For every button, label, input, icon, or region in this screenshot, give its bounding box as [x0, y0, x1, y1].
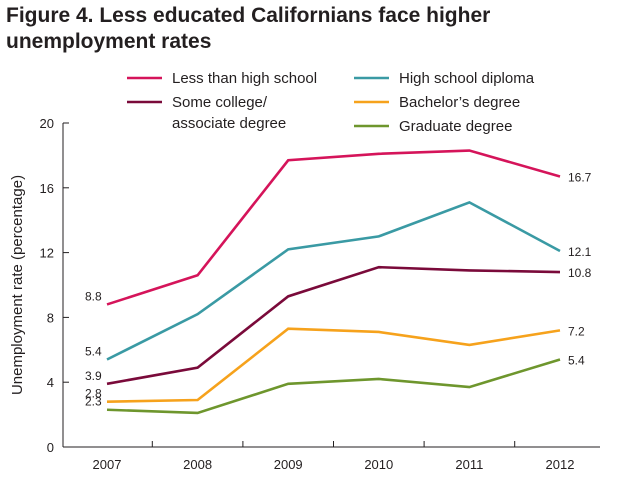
series-line-high-school-diploma — [106, 200, 561, 361]
chart-title: Figure 4. Less educated Californians fac… — [6, 3, 606, 55]
series-line-less-than-high-school — [106, 149, 561, 306]
legend-label-some-college-associate-degree: associate degree — [172, 115, 286, 132]
data-label-end-graduate-degree: 5.4 — [568, 354, 585, 368]
x-tick-label: 2008 — [183, 457, 212, 472]
data-label-start-graduate-degree: 2.3 — [85, 395, 102, 409]
y-tick-label: 20 — [40, 116, 54, 131]
x-tick-label: 2011 — [455, 457, 483, 472]
y-tick-label: 8 — [47, 310, 54, 325]
axes: 0 4 8 12 16 20 2007 2008 2009 2010 2011 2012 Unemplo… — [9, 116, 600, 472]
y-tick-label: 4 — [47, 375, 54, 390]
data-labels-layer: 8.8 16.7 5.4 12.1 3.9 10.8 2.8 7.2 2.3 5.4 — [85, 170, 592, 408]
data-label-end-bachelors-degree: 7.2 — [568, 324, 585, 338]
chart-title-line-1: Figure 4. Less educated Californians fac… — [6, 4, 491, 27]
series-line-some-college-associate-degree — [106, 265, 561, 386]
data-label-start-high-school-diploma: 5.4 — [85, 345, 102, 359]
legend: Less than high school High school diploma… — [127, 70, 535, 135]
y-tick-label: 0 — [47, 440, 54, 455]
legend-label-graduate-degree: Graduate degree — [399, 118, 512, 135]
legend-label-bachelors-degree: Bachelor’s degree — [399, 94, 520, 111]
x-tick-label: 2012 — [546, 457, 575, 472]
x-tick-label: 2010 — [364, 457, 393, 472]
x-tick-label: 2009 — [274, 457, 303, 472]
series-line-bachelors-degree — [106, 327, 561, 403]
y-axis-title: Unemployment rate (percentage) — [9, 175, 26, 395]
legend-label-some-college-associate-degree: Some college/ — [172, 94, 268, 111]
y-tick-label: 12 — [40, 246, 54, 261]
legend-label-less-than-high-school: Less than high school — [172, 70, 317, 87]
data-label-start-bachelors-degree: 2.8 — [85, 387, 102, 401]
data-label-end-some-college-associate-degree: 10.8 — [568, 266, 592, 280]
legend-label-high-school-diploma: High school diploma — [399, 70, 535, 87]
x-tick-label: 2007 — [93, 457, 122, 472]
series-layer — [106, 149, 561, 415]
data-label-end-less-than-high-school: 16.7 — [568, 170, 592, 184]
data-label-start-less-than-high-school: 8.8 — [85, 289, 102, 303]
y-tick-label: 16 — [40, 181, 54, 196]
data-label-start-some-college-associate-degree: 3.9 — [85, 369, 102, 383]
data-label-end-high-school-diploma: 12.1 — [568, 245, 592, 259]
series-line-graduate-degree — [106, 358, 561, 415]
chart-title-line-2: unemployment rates — [6, 30, 212, 53]
